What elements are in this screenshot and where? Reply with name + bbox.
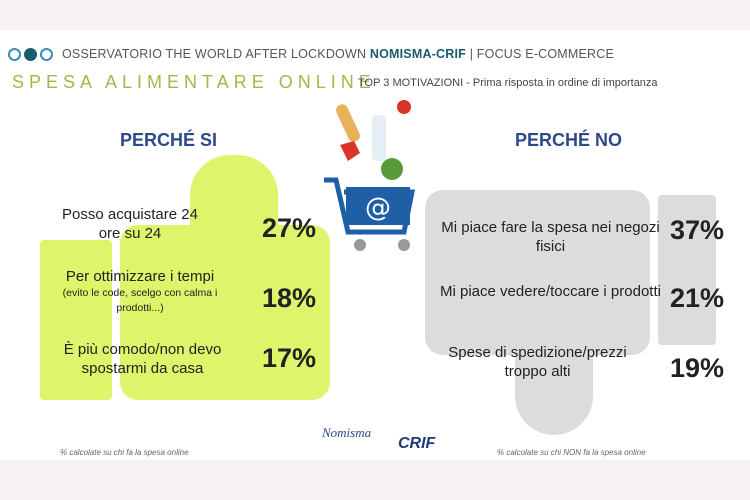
no-reason-2: Mi piace vedere/toccare i prodotti xyxy=(440,283,661,300)
yes-pct-2: 18% xyxy=(262,283,317,313)
circle-icon xyxy=(40,48,53,61)
yes-reason-3: È più comodo/non devo spostarmi da casa xyxy=(63,341,222,377)
yes-heading: PERCHÉ SI xyxy=(120,130,218,150)
header-suffix: | FOCUS E-COMMERCE xyxy=(466,47,615,61)
page-title: SPESA ALIMENTARE ONLINE xyxy=(12,72,376,92)
svg-text:@: @ xyxy=(365,193,391,223)
shopping-cart-icon: @ xyxy=(324,100,416,251)
no-heading: PERCHÉ NO xyxy=(515,130,623,150)
yes-pct-3: 17% xyxy=(262,343,317,373)
yes-pct-1: 27% xyxy=(262,213,317,243)
nomisma-logo: Nomisma xyxy=(322,425,372,440)
header-brand: NOMISMA-CRIF xyxy=(369,47,467,61)
circle-icon xyxy=(8,48,21,61)
no-pct-1: 37% xyxy=(670,215,725,245)
yes-reason-1: Posso acquistare 24 ore su 24 xyxy=(62,206,198,242)
yes-reason-2: Per ottimizzare i tempi xyxy=(65,268,215,285)
crif-logo: CRIF xyxy=(398,435,436,452)
subtitle: TOP 3 MOTIVAZIONI - Prima risposta in or… xyxy=(358,77,658,89)
infographic: OSSERVATORIO THE WORLD AFTER LOCKDOWN NO… xyxy=(0,30,750,460)
no-reason-1: Mi piace fare la spesa nei negozi fisici xyxy=(441,219,660,255)
no-footnote: % calcolate su chi NON fa la spesa onlin… xyxy=(497,448,646,457)
header-prefix: OSSERVATORIO THE WORLD AFTER LOCKDOWN xyxy=(62,47,370,61)
no-pct-2: 21% xyxy=(670,283,725,313)
no-pct-3: 19% xyxy=(670,353,725,383)
no-reason-3: Spese di spedizione/prezzi troppo alti xyxy=(448,344,627,380)
yes-footnote: % calcolate su chi fa la spesa online xyxy=(60,448,189,457)
circle-icon xyxy=(24,48,37,61)
yes-reason-2-note: (evito le code, scelgo con calma i prodo… xyxy=(62,287,218,314)
header: OSSERVATORIO THE WORLD AFTER LOCKDOWN NO… xyxy=(62,47,614,61)
